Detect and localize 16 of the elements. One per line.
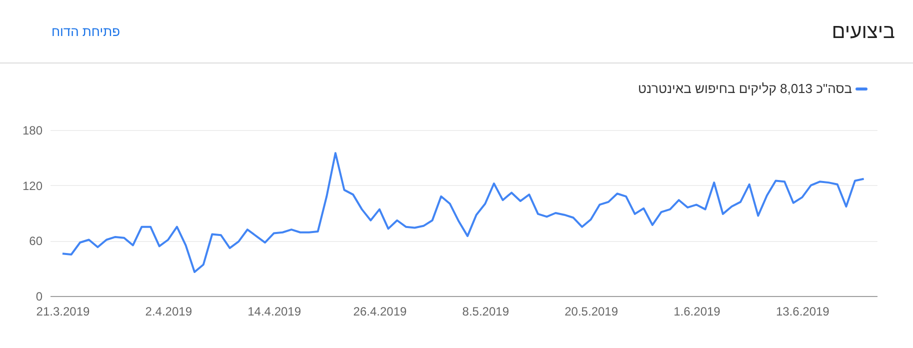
x-tick-label: 2.4.2019 <box>145 304 192 318</box>
x-tick-label: 1.6.2019 <box>674 304 721 318</box>
x-tick-label: 13.6.2019 <box>776 304 830 318</box>
y-tick-label: 180 <box>22 124 43 138</box>
y-tick-label: 120 <box>22 178 43 193</box>
x-tick-label: 26.4.2019 <box>353 304 407 318</box>
chart-title: ביצועים <box>832 21 896 43</box>
x-tick-label: 14.4.2019 <box>248 304 302 318</box>
x-tick-label: 8.5.2019 <box>462 304 510 318</box>
y-tick-label: 0 <box>36 290 43 304</box>
text: פתיחת הדוח <box>51 24 120 39</box>
x-tick-label: 21.3.2019 <box>36 304 90 318</box>
y-tick-label: 60 <box>29 234 43 248</box>
x-tick-label: 20.5.2019 <box>564 304 618 318</box>
line-series <box>61 152 865 274</box>
legend-label: בסה"כ 8,013 קליקים בחיפוש באינטרנט <box>638 81 852 96</box>
